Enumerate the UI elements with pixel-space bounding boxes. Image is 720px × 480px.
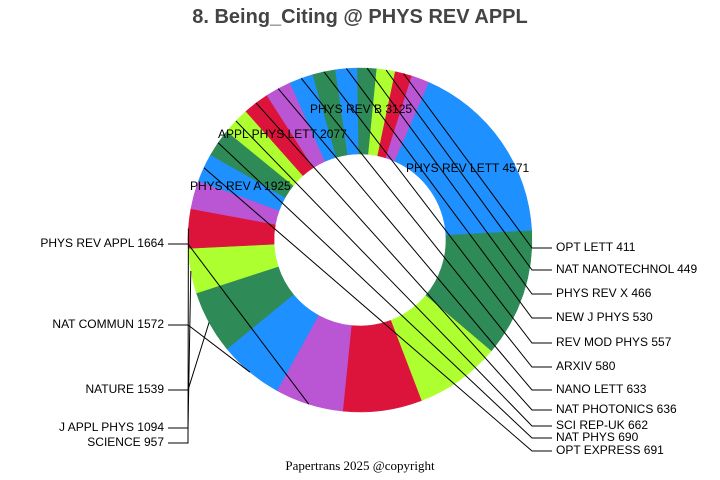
label-science: SCIENCE 957 xyxy=(87,435,164,449)
leader-nat-nanotechnol xyxy=(385,69,552,271)
label-nature: NATURE 1539 xyxy=(86,382,165,396)
leader-nat-photonics xyxy=(255,102,552,411)
label-opt-lett: OPT LETT 411 xyxy=(556,240,636,254)
leader-phys-rev-x xyxy=(366,67,552,295)
label-sci-rep-uk: SCI REP-UK 662 xyxy=(556,418,648,432)
label-nat-nanotechnol: NAT NANOTECHNOL 449 xyxy=(556,262,697,276)
leader-j-appl-phys xyxy=(168,270,192,429)
label-nano-lett: NANO LETT 633 xyxy=(556,382,647,396)
label-nat-commun: NAT COMMUN 1572 xyxy=(52,317,164,331)
labels-group: PHYS REV LETT 4571 PHYS REV B 3125 APPL PH… xyxy=(40,102,697,457)
label-rev-mod-phys: REV MOD PHYS 557 xyxy=(556,335,672,349)
label-phys-rev-x: PHYS REV X 466 xyxy=(556,286,652,300)
label-j-appl-phys: J APPL PHYS 1094 xyxy=(59,420,164,434)
label-phys-rev-lett: PHYS REV LETT 4571 xyxy=(406,161,529,175)
leader-arxiv xyxy=(300,78,552,368)
label-arxiv: ARXIV 580 xyxy=(556,359,616,373)
slices-group xyxy=(187,67,533,413)
leader-nano-lett xyxy=(277,88,552,391)
copyright-footer: Papertrans 2025 @copyright xyxy=(285,458,435,473)
label-nat-phys: NAT PHYS 690 xyxy=(556,430,639,444)
label-nat-photonics: NAT PHOTONICS 636 xyxy=(556,402,677,416)
label-phys-rev-b: PHYS REV B 3125 xyxy=(310,102,412,116)
leader-rev-mod-phys xyxy=(323,71,552,344)
slice-unlabeled-21 xyxy=(385,75,429,162)
label-phys-rev-appl: PHYS REV APPL 1664 xyxy=(40,236,164,250)
leader-science xyxy=(168,228,189,444)
leader-new-j-phys xyxy=(345,68,552,319)
leader-opt-lett xyxy=(403,73,552,249)
leader-nat-phys xyxy=(217,142,552,439)
leader-sci-rep-uk xyxy=(235,120,552,427)
leader-opt-express xyxy=(203,167,552,452)
leader-lines-group xyxy=(168,67,552,452)
label-appl-phys-lett: APPL PHYS LETT 2077 xyxy=(218,127,347,141)
label-opt-express: OPT EXPRESS 691 xyxy=(556,443,664,457)
slice-phys-rev-lett xyxy=(393,81,533,236)
label-phys-rev-a: PHYS REV A 1925 xyxy=(190,179,291,193)
label-new-j-phys: NEW J PHYS 530 xyxy=(556,310,653,324)
chart-title: 8. Being_Citing @ PHYS REV APPL xyxy=(192,6,528,28)
